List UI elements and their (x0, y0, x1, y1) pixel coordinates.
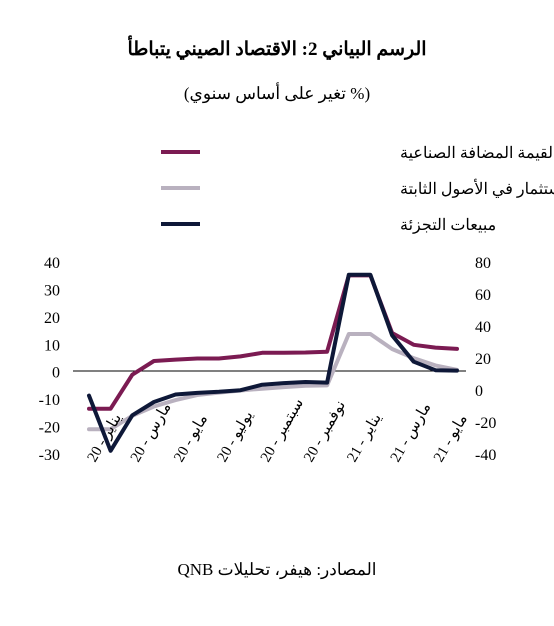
legend-label-fixed-assets: الاستثمار في الأصول الثابتة (400, 179, 554, 198)
legend: مؤشر القيمة المضافة الصناعية الاستثمار ف… (161, 145, 554, 234)
right-tick-label: -40 (475, 447, 496, 464)
right-tick-label: 40 (475, 319, 491, 336)
left-tick-label: -10 (39, 392, 60, 409)
right-tick-label: -20 (475, 415, 496, 432)
x-axis: يناير - 20 مارس - 20 مايو - 20 يوليو - 2… (85, 396, 471, 465)
x-tick-label: نوفمبر - 20 (301, 398, 349, 465)
right-tick-label: 0 (475, 383, 483, 400)
x-tick-label: سبتمبر - 20 (258, 396, 307, 465)
left-tick-label: -20 (39, 420, 60, 437)
source-note: المصادر: هيفر، تحليلات QNB (177, 560, 377, 579)
right-tick-label: 80 (475, 255, 491, 272)
x-tick-label: يوليو - 20 (215, 408, 257, 465)
legend-label-industrial: مؤشر القيمة المضافة الصناعية (400, 145, 554, 162)
right-tick-label: 20 (475, 351, 491, 368)
left-axis: 40 30 20 10 0 -10 -20 -30 (39, 255, 60, 464)
series-line-fixed-assets (87, 332, 459, 432)
series-group (87, 272, 459, 453)
series-line-retail (87, 272, 459, 453)
x-tick-label: مارس - 21 (388, 400, 435, 465)
x-tick-label: مارس - 20 (128, 400, 175, 465)
left-tick-label: 0 (52, 365, 60, 382)
left-tick-label: 10 (44, 337, 60, 354)
right-axis: 80 60 40 20 0 -20 -40 (475, 255, 496, 464)
chart-subtitle: (% تغير على أساس سنوي) (183, 84, 371, 103)
x-tick-label: مايو - 20 (171, 412, 211, 465)
left-tick-label: 30 (44, 282, 60, 299)
x-tick-label: مايو - 21 (431, 412, 471, 465)
x-tick-label: يناير - 21 (344, 411, 384, 465)
chart-title: الرسم البياني 2: الاقتصاد الصيني يتباطأ (127, 39, 427, 60)
left-tick-label: -30 (39, 447, 60, 464)
left-tick-label: 40 (44, 255, 60, 272)
series-line-industrial (87, 273, 459, 411)
legend-label-retail: مبيعات التجزئة (400, 217, 496, 234)
left-tick-label: 20 (44, 310, 60, 327)
right-tick-label: 60 (475, 287, 491, 304)
